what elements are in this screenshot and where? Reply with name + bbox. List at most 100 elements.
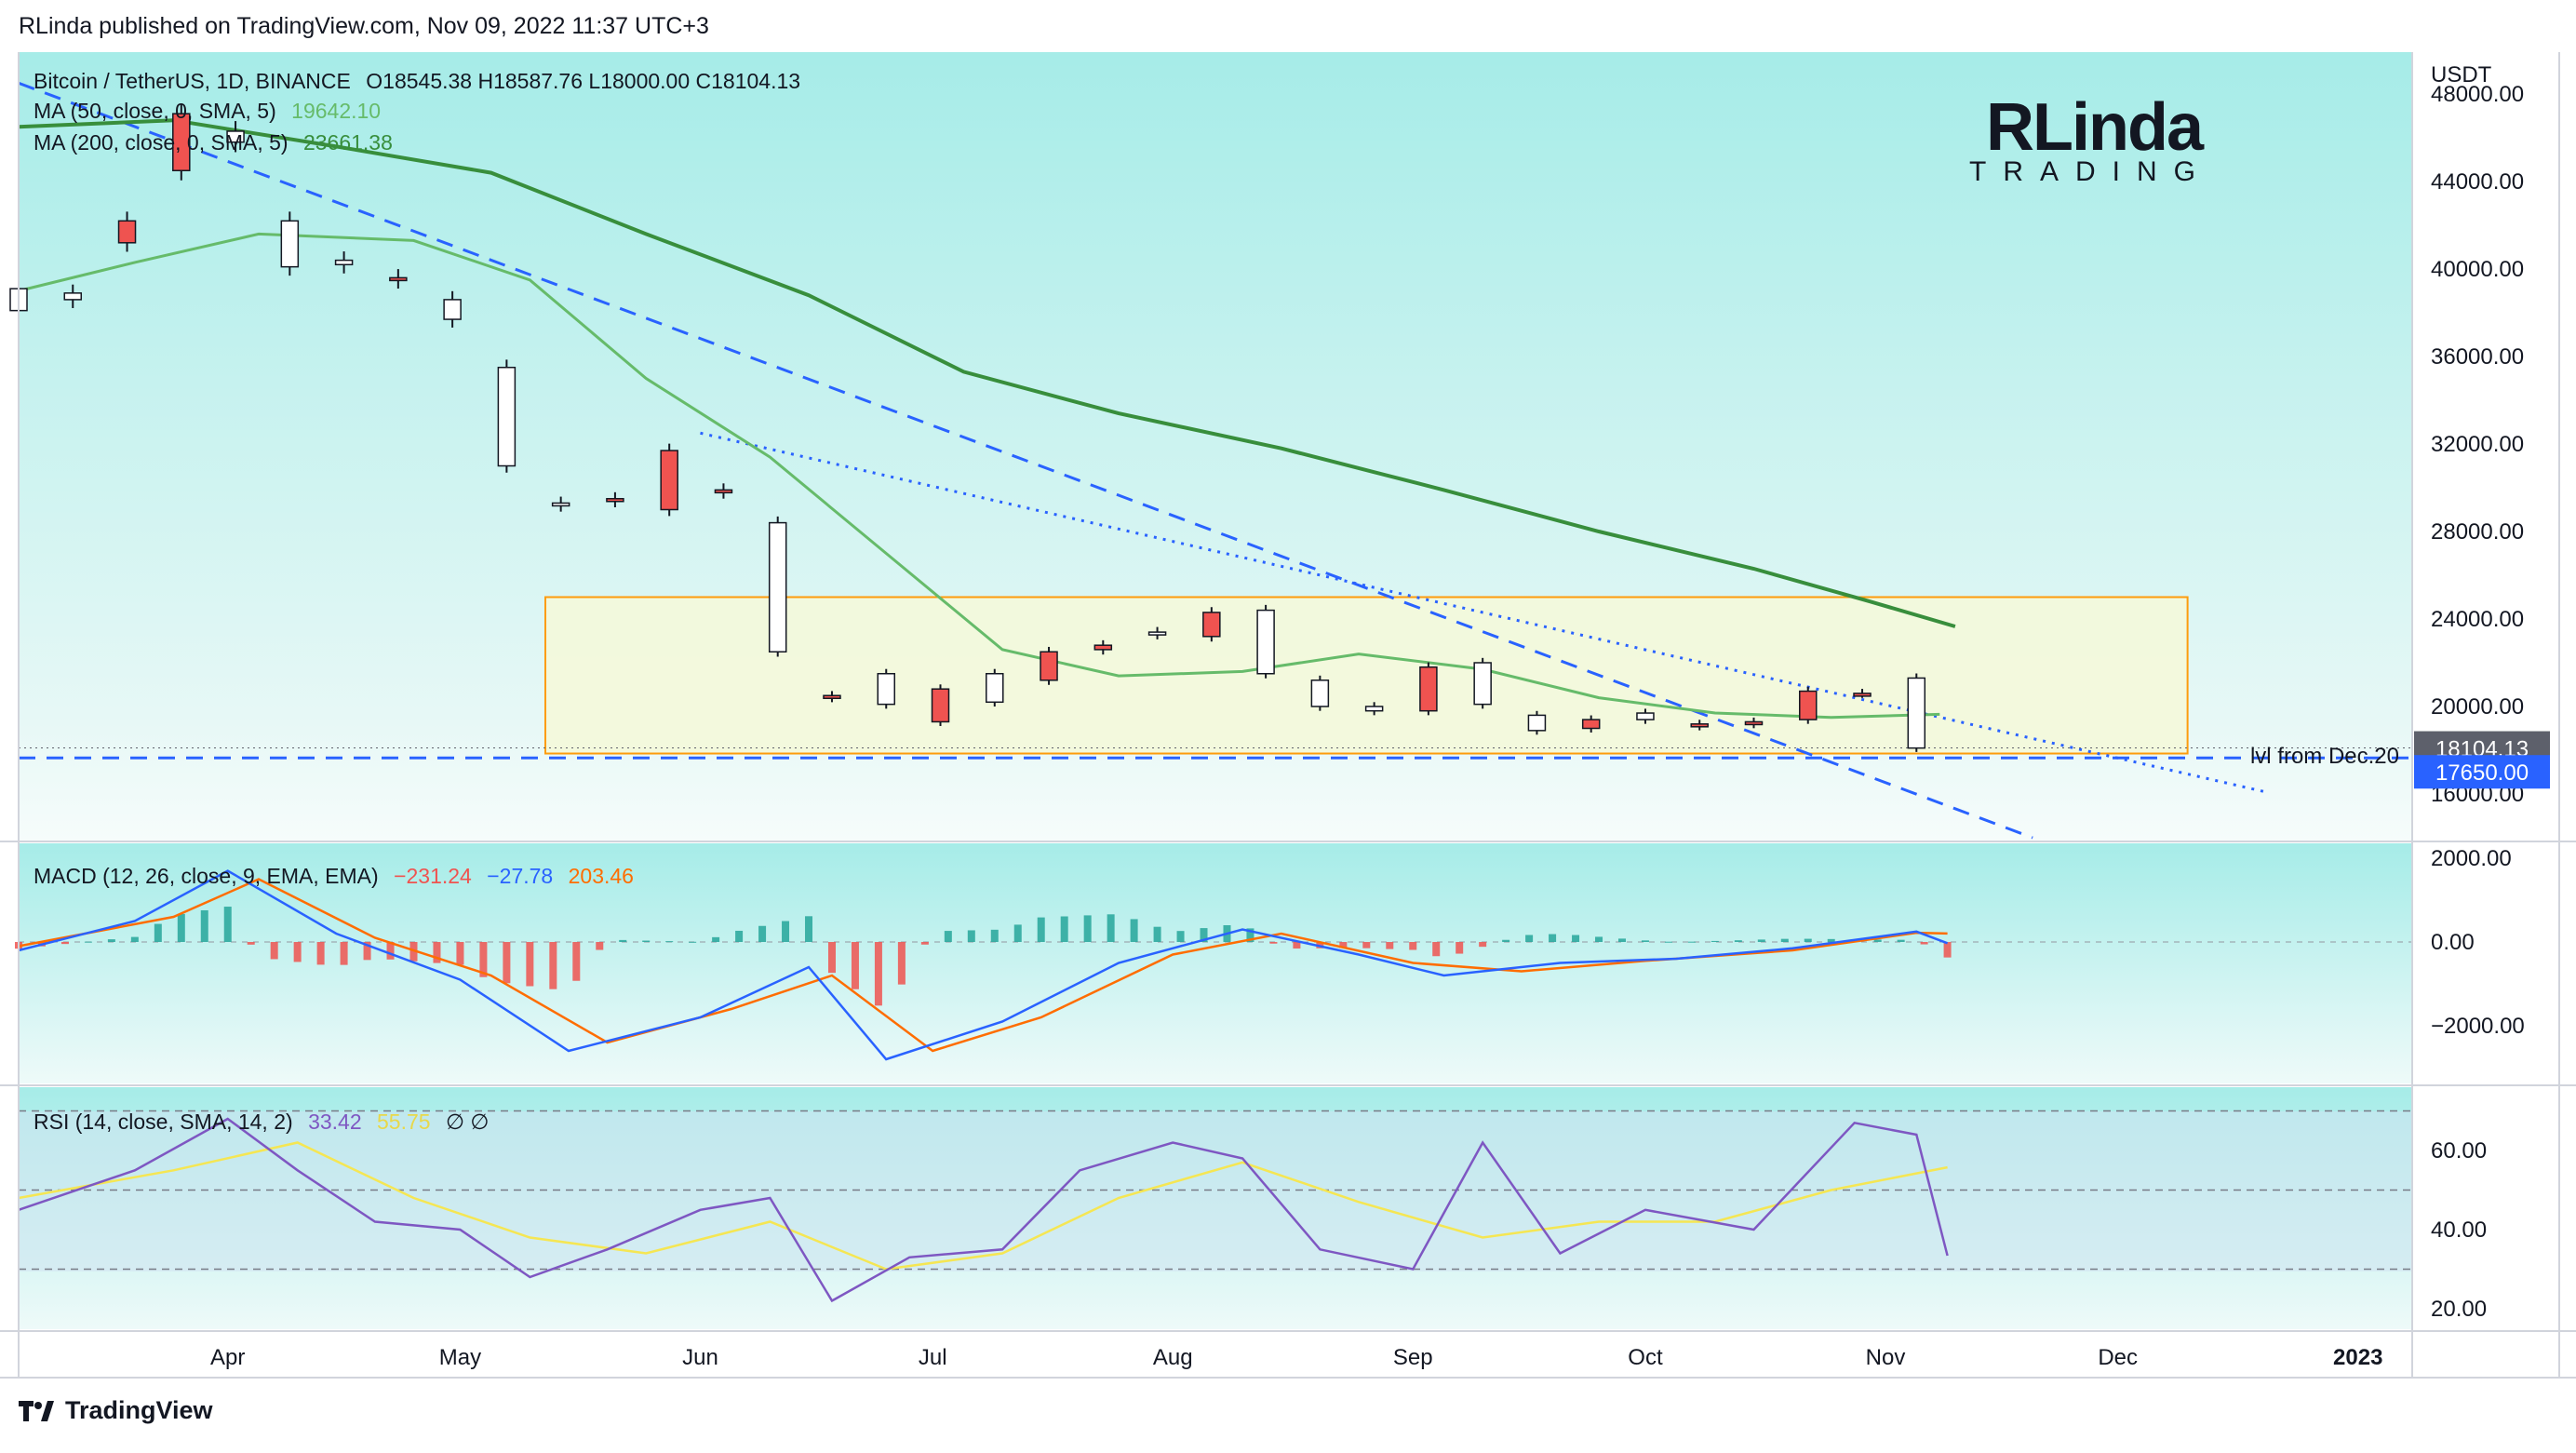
candle[interactable] xyxy=(497,359,517,473)
candle-body xyxy=(714,489,733,494)
macd-hist-bar xyxy=(340,942,348,965)
macd-line xyxy=(18,869,1949,1061)
candle-body xyxy=(986,673,1004,704)
candle[interactable] xyxy=(63,284,83,308)
candle[interactable] xyxy=(1853,689,1872,698)
candle[interactable] xyxy=(1256,604,1275,679)
candle[interactable] xyxy=(660,443,678,517)
macd-hist-bar xyxy=(1664,941,1672,943)
macd-signal-value: 203.46 xyxy=(568,864,634,888)
candle[interactable] xyxy=(280,211,300,276)
rsi-label: RSI (14, close, SMA, 14, 2) xyxy=(34,1110,293,1134)
candle[interactable] xyxy=(606,491,624,508)
rsi-line xyxy=(18,1117,1949,1303)
macd-hist-bar xyxy=(200,909,208,942)
candle[interactable] xyxy=(443,290,462,328)
macd-hist-bar xyxy=(60,942,69,945)
macd-hist-bar xyxy=(1827,938,1835,942)
candle-body xyxy=(1690,723,1709,728)
candle[interactable] xyxy=(1040,646,1058,685)
candle[interactable] xyxy=(117,211,137,252)
candle[interactable] xyxy=(1473,657,1492,709)
candle-body xyxy=(1853,693,1872,697)
candle-body xyxy=(226,130,245,143)
macd-hist-bar xyxy=(130,936,139,942)
candle-body xyxy=(768,521,787,653)
macd-hist-bar xyxy=(456,942,464,965)
candle[interactable] xyxy=(877,668,895,709)
candle-body xyxy=(334,259,354,266)
candle-body xyxy=(660,450,678,511)
candle[interactable] xyxy=(1310,675,1330,711)
macd-hist-bar xyxy=(735,930,744,942)
candle-body xyxy=(551,502,570,507)
macd-hist-bar xyxy=(316,942,325,965)
candle-body xyxy=(1527,714,1547,732)
rsi-tick-label: 60.00 xyxy=(2431,1138,2487,1164)
candle[interactable] xyxy=(334,251,354,274)
candle[interactable] xyxy=(1202,607,1221,642)
candle[interactable] xyxy=(823,691,841,703)
macd-hist-bar xyxy=(967,930,975,942)
candle[interactable] xyxy=(1636,708,1655,724)
macd-hist-bar xyxy=(990,929,999,942)
candle[interactable] xyxy=(1364,702,1384,716)
candle[interactable] xyxy=(1744,717,1764,729)
candle[interactable] xyxy=(226,121,245,153)
macd-hist-value: −231.24 xyxy=(394,864,472,888)
candle-body xyxy=(1310,679,1330,707)
macd-hist-bar xyxy=(1432,942,1441,957)
candle[interactable] xyxy=(551,496,570,512)
macd-hist-bar xyxy=(1502,939,1510,942)
candle-body xyxy=(172,113,191,171)
time-tick-label: Nov xyxy=(1866,1345,1906,1370)
macd-hist-bar xyxy=(409,942,418,962)
macd-hist-bar xyxy=(619,939,627,942)
candle[interactable] xyxy=(1907,673,1926,752)
ma50-line xyxy=(18,232,1940,720)
candle[interactable] xyxy=(986,668,1004,707)
candle-body xyxy=(1799,690,1818,720)
candle-body xyxy=(1581,719,1601,730)
level-price-badge xyxy=(2414,755,2550,789)
tradingview-footer[interactable]: TradingView xyxy=(19,1396,213,1425)
candle[interactable] xyxy=(768,516,787,657)
macd-hist-bar xyxy=(1711,940,1719,942)
candle[interactable] xyxy=(714,483,733,499)
macd-hist-bar xyxy=(1595,936,1603,942)
candle[interactable] xyxy=(1419,662,1438,716)
macd-hist-bar xyxy=(1339,942,1348,948)
macd-hist-bar xyxy=(1060,916,1068,942)
price-tick-label: 24000.00 xyxy=(2431,607,2524,632)
macd-hist-bar xyxy=(1386,942,1394,949)
macd-hist-bar xyxy=(758,925,767,942)
level-price-label: 17650.00 xyxy=(2435,760,2529,786)
ma50-value: 19642.10 xyxy=(291,99,382,123)
candle[interactable] xyxy=(1581,715,1601,733)
candle[interactable] xyxy=(1799,686,1818,724)
candle-body xyxy=(280,220,300,268)
candle[interactable] xyxy=(172,103,191,181)
candle[interactable] xyxy=(1093,639,1113,655)
macd-hist-bar xyxy=(805,916,813,942)
candle[interactable] xyxy=(931,684,950,726)
candle[interactable] xyxy=(1690,720,1709,731)
trendline-dotted[interactable] xyxy=(700,431,2266,794)
brand-logo: RLinda TRADING xyxy=(1969,89,2220,192)
macd-hist-bar xyxy=(851,942,859,989)
price-tick-label: 20000.00 xyxy=(2431,694,2524,720)
candle-body xyxy=(117,220,137,244)
candle[interactable] xyxy=(1147,626,1167,639)
macd-hist-bar xyxy=(1525,935,1534,942)
macd-hist-bar xyxy=(1130,919,1138,942)
candle[interactable] xyxy=(1527,710,1547,735)
macd-hist-bar xyxy=(1757,939,1765,942)
candle[interactable] xyxy=(389,269,408,289)
publisher-line: RLinda published on TradingView.com, Nov… xyxy=(19,13,709,39)
rsi-tick-label: 20.00 xyxy=(2431,1297,2487,1322)
rsi-legend: RSI (14, close, SMA, 14, 2) 33.42 55.75 … xyxy=(34,1110,489,1135)
ma200-label: MA (200, close, 0, SMA, 5) xyxy=(34,130,288,155)
macd-hist-bar xyxy=(689,941,697,943)
